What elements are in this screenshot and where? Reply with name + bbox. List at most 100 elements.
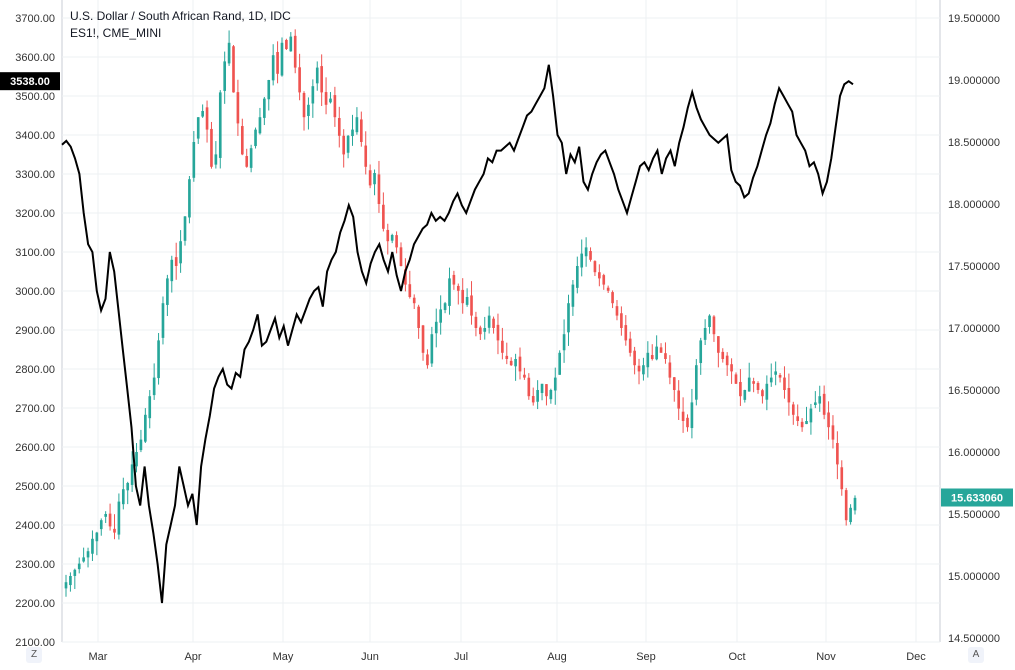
candle-body xyxy=(465,297,469,305)
candle-body xyxy=(836,442,839,465)
candle-body xyxy=(364,145,368,167)
candle-body xyxy=(699,340,703,364)
x-tick-label: Jun xyxy=(361,651,379,663)
candle-body xyxy=(355,117,359,133)
candle-body xyxy=(721,351,725,359)
candle-body xyxy=(395,235,398,248)
candle-body xyxy=(593,261,597,273)
candle-body xyxy=(448,278,451,306)
left-last-value-badge xyxy=(0,72,60,91)
candle-body xyxy=(196,117,200,139)
candle-body xyxy=(646,352,650,368)
x-axis: Mar Apr May Jun Jul Aug Sep Oct Nov Dec xyxy=(89,651,927,663)
candle-body xyxy=(126,483,130,491)
x-tick-label: Nov xyxy=(816,651,836,663)
time-zone-button[interactable]: Z xyxy=(26,647,42,663)
left-tick-label: 3000.00 xyxy=(15,286,55,298)
candle-body xyxy=(360,119,363,142)
right-tick-label: 15.500000 xyxy=(948,509,1000,521)
candle-body xyxy=(64,582,68,589)
candle-body xyxy=(404,269,407,285)
candle-body xyxy=(725,355,729,366)
candle-body xyxy=(192,142,196,178)
candle-body xyxy=(214,154,218,165)
candle-body xyxy=(518,356,522,372)
candle-body xyxy=(545,384,548,397)
candle-body xyxy=(690,402,694,429)
candle-body xyxy=(144,414,147,442)
candle-body xyxy=(408,284,412,297)
left-tick-label: 3400.00 xyxy=(15,130,55,142)
left-axis: 2100.00 2200.00 2300.00 2400.00 2500.00 2600.… xyxy=(15,13,55,649)
left-tick-label: 3600.00 xyxy=(15,52,55,64)
auto-scale-button[interactable]: A xyxy=(968,647,984,663)
candle-body xyxy=(818,396,822,404)
candle-body xyxy=(157,340,160,379)
x-tick-label: Dec xyxy=(906,651,926,663)
right-tick-label: 16.500000 xyxy=(948,385,1000,397)
candle-body xyxy=(531,396,535,403)
candle-body xyxy=(694,365,698,400)
candle-body xyxy=(598,272,601,279)
candle-body xyxy=(470,295,473,316)
candle-body xyxy=(426,354,429,366)
candle-body xyxy=(223,61,227,91)
candle-body xyxy=(479,327,482,335)
candle-body xyxy=(351,129,354,137)
left-tick-label: 3200.00 xyxy=(15,208,55,220)
candle-body xyxy=(615,306,619,316)
x-tick-label: Oct xyxy=(728,651,745,663)
candle-body xyxy=(258,117,262,134)
candle-body xyxy=(584,247,588,257)
candle-body xyxy=(311,86,315,104)
es1-line xyxy=(61,64,854,604)
right-tick-label: 15.000000 xyxy=(948,571,1000,583)
candle-body xyxy=(91,538,94,554)
candle-body xyxy=(514,359,517,367)
candle-body xyxy=(637,365,641,372)
candle-body xyxy=(298,67,301,93)
candle-body xyxy=(170,259,174,282)
candle-body xyxy=(664,353,667,359)
legend-title: U.S. Dollar / South African Rand, 1D, ID… xyxy=(70,9,291,23)
candle-body xyxy=(73,569,77,576)
candle-body xyxy=(324,92,328,105)
candle-body xyxy=(82,557,85,562)
candle-body xyxy=(549,390,553,400)
candle-body xyxy=(787,387,791,403)
candle-body xyxy=(99,520,103,530)
candle-body xyxy=(236,92,240,124)
candle-body xyxy=(77,563,81,570)
candle-body xyxy=(747,377,751,392)
candle-body xyxy=(139,439,143,451)
candle-body xyxy=(289,36,293,52)
candle-body xyxy=(113,528,116,533)
candle-body xyxy=(135,452,138,467)
candle-body xyxy=(849,507,852,523)
candle-body xyxy=(232,46,235,93)
candle-body xyxy=(166,278,169,305)
candle-body xyxy=(624,325,628,341)
left-tick-label: 2100.00 xyxy=(15,637,55,649)
candle-body xyxy=(117,501,121,535)
candle-body xyxy=(399,247,403,266)
candle-body xyxy=(492,318,495,328)
candle-body xyxy=(271,55,275,81)
candle-body xyxy=(346,135,350,153)
candle-body xyxy=(527,377,531,397)
candle-body xyxy=(509,360,513,366)
candle-body xyxy=(523,374,526,378)
candle-body xyxy=(267,80,271,100)
x-tick-label: Sep xyxy=(636,651,656,663)
candle-body xyxy=(201,111,204,117)
candle-body xyxy=(333,95,337,118)
x-tick-label: Aug xyxy=(547,651,567,663)
candle-body xyxy=(620,313,623,328)
candle-body xyxy=(412,297,416,304)
candle-body xyxy=(734,374,738,384)
candle-body xyxy=(487,315,491,328)
candle-body xyxy=(461,289,465,304)
candle-body xyxy=(439,309,442,323)
left-tick-label: 2900.00 xyxy=(15,325,55,337)
candle-body xyxy=(681,411,685,421)
